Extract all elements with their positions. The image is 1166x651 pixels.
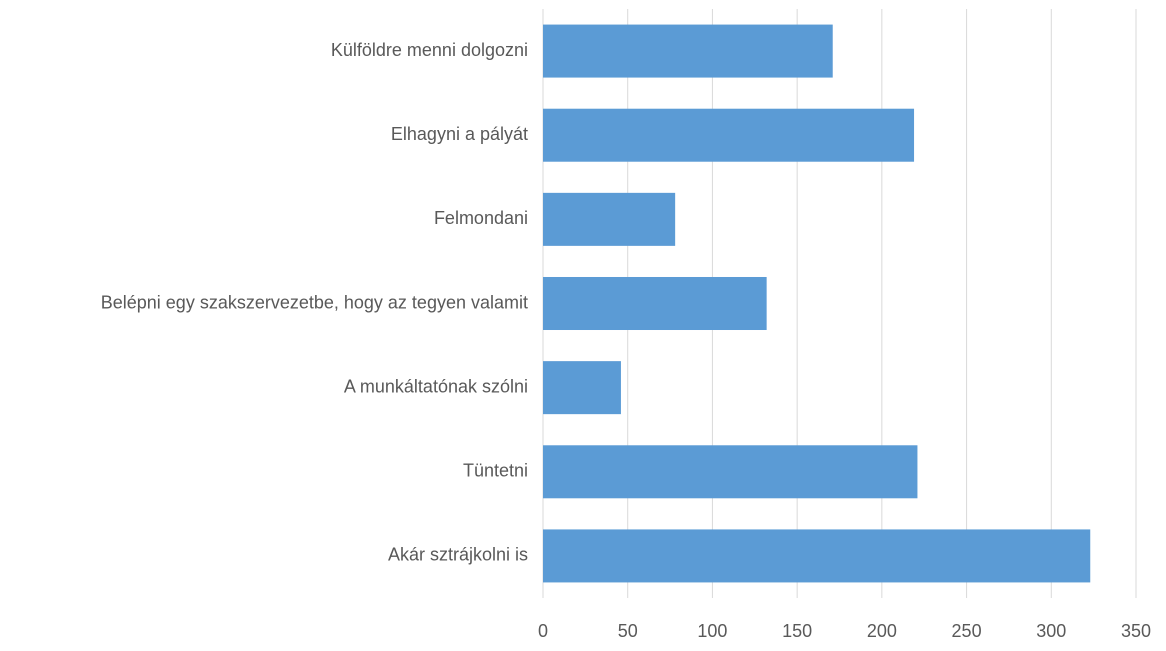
x-tick-label: 200 (867, 621, 897, 641)
y-tick-label: Elhagyni a pályát (391, 124, 528, 144)
bar (543, 24, 833, 78)
y-tick-label: Felmondani (434, 208, 528, 228)
x-tick-label: 150 (782, 621, 812, 641)
bar (543, 108, 915, 162)
y-tick-label: Külföldre menni dolgozni (331, 40, 528, 60)
y-tick-label: Belépni egy szakszervezetbe, hogy az teg… (101, 292, 528, 312)
x-tick-label: 350 (1121, 621, 1151, 641)
bar (543, 276, 767, 331)
y-tick-label: A munkáltatónak szólni (344, 376, 528, 396)
bar (543, 529, 1091, 583)
bar (543, 361, 621, 415)
x-tick-label: 250 (952, 621, 982, 641)
x-tick-label: 0 (538, 621, 548, 641)
x-tick-label: 300 (1036, 621, 1066, 641)
y-tick-label: Akár sztrájkolni is (388, 545, 528, 565)
x-tick-label: 50 (618, 621, 638, 641)
x-tick-label: 100 (697, 621, 727, 641)
bar (543, 192, 676, 246)
bar (543, 445, 918, 499)
y-tick-label: Tüntetni (463, 461, 528, 481)
